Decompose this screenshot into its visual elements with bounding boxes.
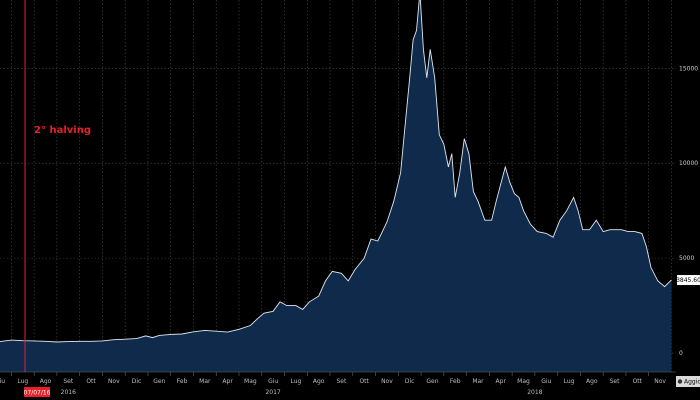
x-tick-label: Lug [564, 378, 575, 385]
x-tick-label: Giu [268, 378, 278, 385]
x-tick-label: Ago [586, 378, 598, 385]
update-label: Aggiorn [684, 379, 700, 386]
halving-date-box [24, 387, 51, 397]
x-tick-label: Mar [199, 378, 211, 385]
y-tick-label: 10000 [679, 160, 698, 167]
x-tick-label: Gen [153, 378, 165, 385]
series-line [0, 0, 672, 343]
y-tick-label: 0 [679, 350, 683, 357]
x-tick-label: Set [63, 378, 74, 385]
x-tick-label: Feb [177, 378, 188, 385]
y-tick-label: 5000 [679, 255, 694, 262]
x-tick-label: Dic [405, 378, 415, 385]
x-tick-label: Dic [132, 378, 142, 385]
update-icon [677, 379, 683, 384]
x-tick-label: Ott [359, 378, 369, 385]
x-tick-label: Lug [290, 378, 301, 385]
x-tick-label: Giu [0, 378, 5, 385]
x-tick-label: Lug [17, 378, 28, 385]
x-tick-label: Mar [472, 378, 484, 385]
x-tick-label: Feb [450, 378, 461, 385]
x-tick-label: Mag [517, 378, 530, 385]
x-tick-label: Set [610, 378, 621, 385]
annotation-group: 2° halving 07/07/16 [24, 0, 91, 397]
x-tick-label: Nov [381, 378, 393, 385]
x-tick-label: Nov [654, 378, 666, 385]
year-label: 2016 [61, 389, 76, 396]
last-value-box [677, 275, 700, 286]
halving-date-label: 07/07/16 [24, 390, 51, 397]
y-tick-label: 15000 [679, 65, 698, 72]
x-tick-label: Apr [496, 378, 507, 385]
x-tick-label: Giu [541, 378, 551, 385]
x-tick-label: Gen [426, 378, 438, 385]
x-tick-label: Set [336, 378, 347, 385]
update-box [676, 376, 700, 387]
year-label: 2017 [265, 389, 280, 396]
axes: 0 5000 10000 15000 3845.60 Giu Lug Ago Set Ott Nov… [0, 65, 700, 396]
x-tick-label: Nov [108, 378, 120, 385]
x-tick-label: Mag [244, 378, 257, 385]
year-label: 2018 [527, 389, 542, 396]
x-tick-label: Ott [86, 378, 96, 385]
x-tick-label: Apr [222, 378, 233, 385]
halving-label: 2° halving [34, 125, 91, 136]
x-tick-label: Ott [633, 378, 643, 385]
x-tick-label: Ago [313, 378, 325, 385]
area-fill [0, 0, 672, 372]
area-series [0, 0, 672, 372]
last-value-label: 3845.60 [676, 277, 700, 284]
x-tick-label: Ago [40, 378, 52, 385]
